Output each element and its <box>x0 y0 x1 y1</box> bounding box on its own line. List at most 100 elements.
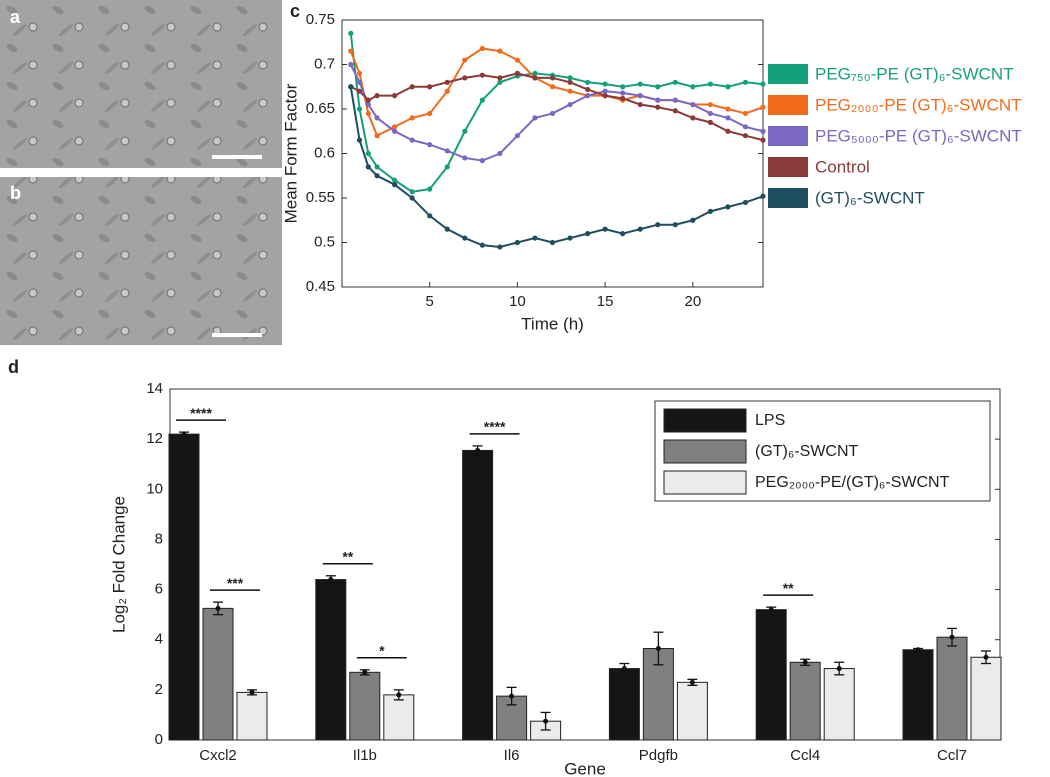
point <box>707 101 713 108</box>
x-tick-label: Ccl4 <box>790 747 820 764</box>
point <box>392 128 398 134</box>
bar <box>676 681 708 741</box>
micrograph-a <box>0 0 282 168</box>
point <box>427 84 433 90</box>
point <box>637 81 643 87</box>
series-line <box>349 86 764 248</box>
legend-label: PEG₂₀₀₀-PE/(GT)₆-SWCNT <box>755 474 950 491</box>
point <box>374 173 380 179</box>
point <box>567 79 573 85</box>
mean-dot <box>181 431 187 437</box>
x-tick-label: Il6 <box>504 747 520 764</box>
point <box>374 164 380 170</box>
point <box>497 244 503 250</box>
mean-dot <box>836 666 842 672</box>
point <box>549 110 556 117</box>
bar <box>789 661 821 741</box>
point <box>602 88 608 94</box>
point <box>514 133 521 139</box>
x-tick-label: 10 <box>509 293 526 310</box>
legend-label: (GT)₆-SWCNT <box>755 443 859 460</box>
panel-label: a <box>10 7 21 27</box>
point <box>348 61 354 68</box>
point <box>444 148 450 154</box>
point <box>760 128 766 134</box>
point <box>462 155 468 161</box>
mean-dot <box>249 689 255 695</box>
point <box>444 88 450 94</box>
mean-dot <box>509 693 515 699</box>
legend-label: Control <box>815 157 870 176</box>
point <box>637 93 643 99</box>
bar <box>902 649 934 741</box>
legend-swatch <box>663 439 747 464</box>
legend-swatch <box>663 470 747 495</box>
point <box>444 79 450 85</box>
point <box>567 88 573 94</box>
mean-dot <box>802 659 808 665</box>
series-line <box>349 47 764 138</box>
bar <box>383 694 415 741</box>
point <box>690 115 696 121</box>
point <box>409 137 415 143</box>
legend-swatch <box>663 408 747 433</box>
point <box>584 86 591 93</box>
point <box>549 239 556 246</box>
point <box>392 124 398 130</box>
legend-swatch <box>768 64 808 84</box>
bar <box>462 449 494 741</box>
point <box>348 30 354 36</box>
legend-box <box>654 400 991 502</box>
y-tick-label: 0.75 <box>306 11 335 28</box>
bar <box>970 656 1002 741</box>
point <box>444 226 450 232</box>
x-tick-label: Pdgfb <box>639 747 678 764</box>
point <box>374 115 380 121</box>
significance-label: *** <box>227 575 244 591</box>
bar <box>823 668 855 741</box>
y-tick-label: 0.6 <box>314 144 335 161</box>
point <box>672 97 678 103</box>
point <box>462 235 468 241</box>
point <box>365 164 371 170</box>
y-tick-label: 6 <box>155 581 163 598</box>
x-tick-label: Il1b <box>353 747 377 764</box>
point <box>567 75 573 81</box>
point <box>637 226 643 232</box>
point <box>707 119 713 125</box>
point <box>602 93 608 99</box>
point <box>479 45 485 52</box>
legend-swatch <box>768 126 808 146</box>
point <box>655 84 661 90</box>
bar <box>349 671 381 741</box>
bar <box>168 433 200 741</box>
mean-dot <box>983 654 989 660</box>
point <box>427 186 433 192</box>
mean-dot <box>915 647 921 653</box>
point <box>365 150 371 157</box>
mean-dot <box>543 718 549 724</box>
panel-label: b <box>10 183 21 203</box>
point <box>514 57 521 63</box>
point <box>725 204 731 210</box>
series-line <box>349 64 764 162</box>
mean-dot <box>328 577 334 583</box>
point <box>672 222 678 228</box>
x-axis-label: Time (h) <box>521 314 584 333</box>
x-tick-label: 20 <box>684 293 701 310</box>
point <box>742 124 749 130</box>
point <box>532 75 538 81</box>
point <box>514 70 521 76</box>
point <box>584 93 591 99</box>
point <box>602 226 608 232</box>
point <box>620 84 626 90</box>
y-tick-label: 8 <box>155 530 163 547</box>
plot-frame <box>169 388 1001 741</box>
point <box>497 48 503 54</box>
point <box>497 150 503 157</box>
x-tick-label: Cxcl2 <box>199 747 237 764</box>
point <box>462 57 468 63</box>
point <box>549 84 556 90</box>
point <box>462 128 468 134</box>
